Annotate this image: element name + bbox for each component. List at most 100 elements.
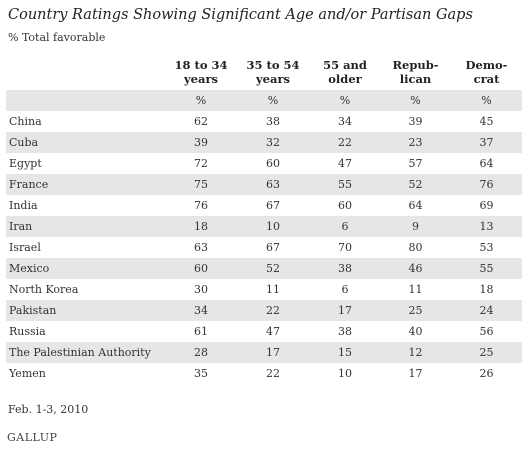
value-cell: 70 — [338, 241, 352, 254]
table-row: France 75 63 55 52 76 — [6, 174, 522, 195]
value-cell: 37 — [451, 132, 522, 153]
value-cell: 60 — [338, 199, 352, 212]
value-cell: 55 — [451, 258, 522, 279]
country-name: Yemen — [9, 367, 46, 380]
value-cell: 40 — [408, 325, 423, 338]
table-row: Israel 63 67 70 80 53 — [6, 237, 522, 258]
unit-cell-blank — [6, 90, 166, 111]
value-cell: 26 — [479, 367, 494, 380]
value-cell: 80 — [408, 241, 423, 254]
value-cell: 34 — [166, 300, 236, 321]
value-cell: 11 — [266, 283, 280, 296]
country-name: North Korea — [9, 283, 79, 296]
value-cell: 60 — [166, 258, 236, 279]
chart-subtitle: % Total favorable — [8, 31, 106, 44]
column-header-row: 18 to 34 years 35 to 54 years 55 and older … — [6, 58, 522, 90]
value-cell: 30 — [194, 283, 208, 296]
value-cell: 24 — [451, 300, 522, 321]
value-cell: 56 — [479, 325, 494, 338]
value-cell: 12 — [380, 342, 451, 363]
value-cell: 64 — [479, 157, 494, 170]
country-name: Israel — [9, 241, 41, 254]
value-cell: 52 — [380, 174, 451, 195]
value-cell: 38 — [338, 325, 352, 338]
chart-title: Country Ratings Showing Significant Age … — [8, 7, 473, 23]
value-cell: 22 — [310, 132, 380, 153]
value-cell: 34 — [338, 115, 352, 128]
table-row: Mexico 60 52 38 46 55 — [6, 258, 522, 279]
value-cell: 9 — [380, 216, 451, 237]
value-cell: 57 — [408, 157, 423, 170]
value-cell: 75 — [166, 174, 236, 195]
country-name: Cuba — [6, 132, 166, 153]
unit-cell: % — [310, 90, 380, 111]
value-cell: 18 — [479, 283, 494, 296]
value-cell: 67 — [266, 241, 280, 254]
column-header-18-34: 18 to 34 years — [174, 58, 228, 86]
country-name: Iran — [6, 216, 166, 237]
value-cell: 6 — [341, 283, 349, 296]
value-cell: 47 — [338, 157, 352, 170]
table-row: Yemen 35 22 10 17 26 — [6, 363, 522, 384]
country-name: Russia — [9, 325, 46, 338]
value-cell: 25 — [451, 342, 522, 363]
value-cell: 32 — [236, 132, 310, 153]
country-name: Egypt — [9, 157, 42, 170]
country-name: India — [9, 199, 38, 212]
value-cell: 18 — [166, 216, 236, 237]
table-row: The Palestinian Authority 28 17 15 12 25 — [6, 342, 522, 363]
source-note: Feb. 1-3, 2010 — [8, 403, 89, 416]
country-name: China — [9, 115, 42, 128]
table-row: Russia 61 47 38 40 56 — [6, 321, 522, 342]
table-row: Egypt 72 60 47 57 64 — [6, 153, 522, 174]
table-row: India 76 67 60 64 69 — [6, 195, 522, 216]
unit-cell: % — [236, 90, 310, 111]
unit-cell: % — [380, 90, 451, 111]
value-cell: 47 — [266, 325, 280, 338]
value-cell: 23 — [380, 132, 451, 153]
unit-row: % % % % % — [6, 90, 522, 111]
value-cell: 17 — [408, 367, 423, 380]
value-cell: 11 — [408, 283, 423, 296]
country-name: France — [6, 174, 166, 195]
value-cell: 22 — [236, 300, 310, 321]
value-cell: 76 — [194, 199, 208, 212]
value-cell: 76 — [451, 174, 522, 195]
table-row: Cuba 39 32 22 23 37 — [6, 132, 522, 153]
value-cell: 25 — [380, 300, 451, 321]
country-name: Mexico — [6, 258, 166, 279]
value-cell: 60 — [266, 157, 280, 170]
value-cell: 63 — [194, 241, 208, 254]
value-cell: 35 — [194, 367, 208, 380]
value-cell: 61 — [194, 325, 208, 338]
value-cell: 17 — [310, 300, 380, 321]
value-cell: 10 — [338, 367, 352, 380]
value-cell: 39 — [408, 115, 423, 128]
value-cell: 72 — [194, 157, 208, 170]
value-cell: 15 — [310, 342, 380, 363]
value-cell: 39 — [166, 132, 236, 153]
table-row: Iran 18 10 6 9 13 — [6, 216, 522, 237]
column-header-democrat: Demo-crat — [465, 58, 508, 86]
value-cell: 63 — [236, 174, 310, 195]
gallup-logo: GALLUP — [7, 431, 58, 444]
column-header-55-older: 55 and older — [323, 58, 367, 86]
unit-cell: % — [451, 90, 522, 111]
column-header-35-54: 35 to 54 years — [246, 58, 300, 86]
value-cell: 64 — [408, 199, 423, 212]
value-cell: 38 — [310, 258, 380, 279]
column-header-republican: Repub-lican — [392, 58, 439, 86]
table-row: Pakistan 34 22 17 25 24 — [6, 300, 522, 321]
value-cell: 17 — [236, 342, 310, 363]
value-cell: 38 — [266, 115, 280, 128]
value-cell: 22 — [266, 367, 280, 380]
value-cell: 52 — [236, 258, 310, 279]
value-cell: 53 — [479, 241, 494, 254]
column-header-blank — [6, 58, 166, 90]
value-cell: 10 — [236, 216, 310, 237]
unit-cell: % — [166, 90, 236, 111]
value-cell: 45 — [479, 115, 494, 128]
value-cell: 46 — [380, 258, 451, 279]
value-cell: 55 — [310, 174, 380, 195]
value-cell: 6 — [310, 216, 380, 237]
